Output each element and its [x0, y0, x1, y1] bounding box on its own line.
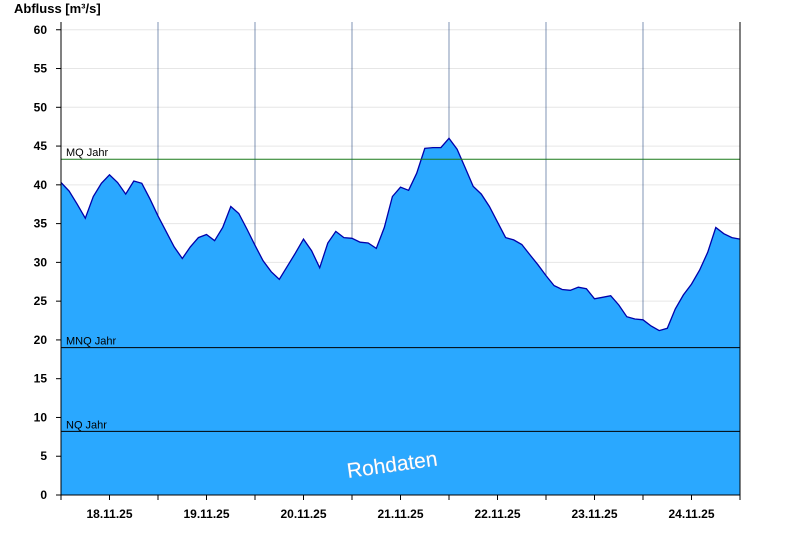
reference-label-mnq-jahr: MNQ Jahr — [66, 336, 116, 348]
x-tick-label: 18.11.25 — [86, 507, 132, 521]
y-tick-label: 10 — [34, 410, 48, 424]
y-tick-label: 50 — [34, 100, 48, 114]
x-tick-label: 19.11.25 — [183, 507, 229, 521]
discharge-line — [60, 137, 741, 332]
y-tick-label: 25 — [34, 294, 48, 308]
y-tick-label: 60 — [34, 23, 48, 37]
x-tick-label: 21.11.25 — [377, 507, 423, 521]
y-ticks: 0 5 10 15 20 25 30 35 40 45 50 55 60 — [34, 23, 61, 502]
x-tick-label: 22.11.25 — [474, 507, 520, 521]
y-axis-title: Abfluss [m³/s] — [14, 1, 101, 16]
y-tick-label: 45 — [34, 139, 48, 153]
y-tick-label: 0 — [40, 488, 47, 502]
y-tick-label: 15 — [34, 372, 48, 386]
y-tick-label: 35 — [34, 217, 48, 231]
y-tick-label: 55 — [34, 62, 48, 76]
x-ticks: 18.11.25 19.11.25 20.11.25 21.11.25 22.11.25… — [60, 495, 741, 521]
discharge-area — [61, 138, 740, 496]
reference-lines: MQ Jahr MNQ Jahr NQ Jahr — [61, 147, 740, 432]
y-tick-label: 40 — [34, 178, 48, 192]
x-tick-label: 23.11.25 — [571, 507, 617, 521]
y-tick-label: 5 — [40, 449, 47, 463]
y-tick-label: 30 — [34, 255, 48, 269]
reference-label-mq-jahr: MQ Jahr — [66, 147, 109, 159]
reference-label-nq-jahr: NQ Jahr — [66, 419, 107, 431]
x-tick-label: 24.11.25 — [668, 507, 714, 521]
y-tick-label: 20 — [34, 333, 48, 347]
x-tick-label: 20.11.25 — [280, 507, 326, 521]
